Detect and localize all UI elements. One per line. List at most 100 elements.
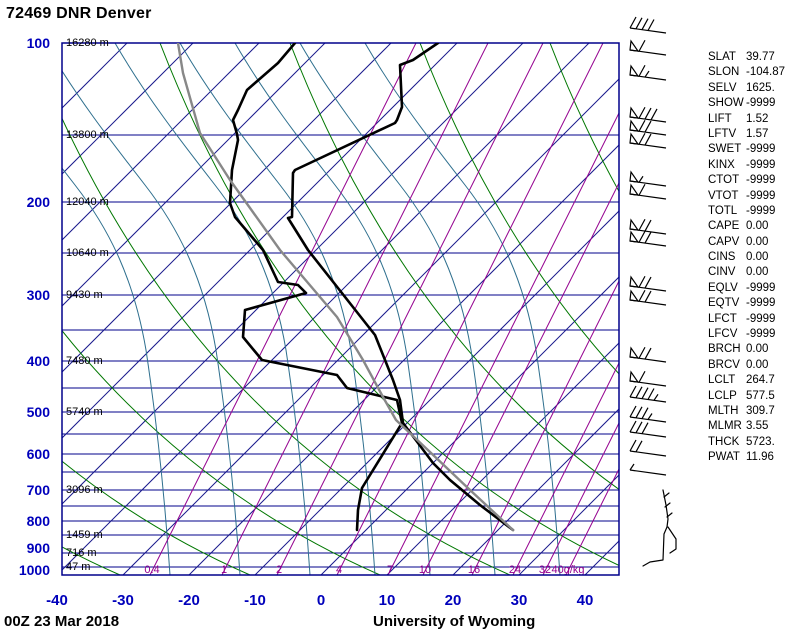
stats-value: 1.52	[746, 112, 769, 125]
stats-row: EQLV -9999	[708, 281, 800, 296]
svg-text:1: 1	[221, 564, 227, 576]
svg-text:47 m: 47 m	[66, 561, 90, 573]
stats-label: LFCT	[708, 312, 737, 325]
page-title: 72469 DNR Denver	[6, 5, 152, 22]
pressure-axis-labels: 100 200 300 400 500 600 700 800 900 1000	[19, 35, 50, 578]
stats-value: -9999	[746, 312, 776, 325]
org-label: University of Wyoming	[373, 613, 536, 630]
svg-text:600: 600	[27, 446, 51, 462]
mixing-ratio-labels: 0.4 1 2 4 7 10 16 24 32 40g/kg	[144, 564, 584, 576]
svg-text:300: 300	[27, 287, 51, 303]
stats-value: 577.5	[746, 389, 775, 402]
temperature-axis-labels: -40 -30 -20 -10 0 10 20 30 40	[46, 592, 593, 609]
parcel-trace	[176, 43, 515, 532]
svg-text:200: 200	[27, 194, 51, 210]
stats-value: -9999	[746, 174, 776, 187]
stats-label: SLON	[708, 66, 740, 79]
stats-row: CAPE 0.00	[708, 219, 800, 234]
stats-row: LFCV -9999	[708, 327, 800, 342]
svg-text:13800 m: 13800 m	[66, 129, 109, 141]
wind-barbs	[629, 16, 677, 567]
svg-text:30: 30	[511, 592, 528, 609]
stats-row: LCLT 264.7	[708, 373, 800, 388]
svg-text:-10: -10	[244, 592, 266, 609]
stats-label: PWAT	[708, 451, 740, 464]
stats-row: THCK 5723.	[708, 435, 800, 450]
stats-row: LFCT -9999	[708, 312, 800, 327]
stats-value: 0.00	[746, 343, 769, 356]
svg-text:16280 m: 16280 m	[66, 37, 109, 49]
stats-row: SELV 1625.	[708, 81, 800, 96]
stats-value: 1625.	[746, 81, 775, 94]
svg-text:40: 40	[577, 592, 594, 609]
height-labels: 16280 m 13800 m 12040 m 10640 m 9430 m 7480 m…	[66, 37, 109, 573]
stats-label: LCLP	[708, 389, 737, 402]
stats-value: -9999	[746, 281, 776, 294]
svg-text:9430 m: 9430 m	[66, 289, 103, 301]
svg-text:10640 m: 10640 m	[66, 247, 109, 259]
svg-text:10: 10	[419, 564, 431, 576]
stats-label: LFCV	[708, 328, 738, 341]
svg-text:-30: -30	[112, 592, 134, 609]
svg-text:10: 10	[379, 592, 396, 609]
stats-label: BRCV	[708, 358, 740, 371]
svg-text:7480 m: 7480 m	[66, 355, 103, 367]
stats-row: SLON -104.87	[708, 65, 800, 80]
svg-text:500: 500	[27, 404, 51, 420]
stats-label: BRCH	[708, 343, 741, 356]
svg-text:24: 24	[509, 564, 521, 576]
stats-row: CAPV 0.00	[708, 235, 800, 250]
svg-text:0.4: 0.4	[144, 564, 159, 576]
stats-value: -9999	[746, 158, 776, 171]
stats-value: 309.7	[746, 404, 775, 417]
stats-label: SLAT	[708, 51, 736, 63]
stats-label: SHOW	[708, 97, 744, 110]
svg-text:100: 100	[27, 35, 51, 51]
stats-value: 264.7	[746, 374, 775, 387]
stats-value: -9999	[746, 189, 776, 202]
stats-panel: SLAT 39.77 SLON -104.87 SELV 1625. SHOW -9999 LI…	[708, 50, 800, 466]
stats-label: KINX	[708, 158, 735, 171]
svg-text:5740 m: 5740 m	[66, 406, 103, 418]
stats-value: 1.57	[746, 127, 769, 140]
svg-text:20: 20	[445, 592, 462, 609]
svg-text:2: 2	[276, 564, 282, 576]
svg-text:800: 800	[27, 513, 51, 529]
stats-row: CINV 0.00	[708, 265, 800, 280]
temperature-trace	[286, 43, 515, 532]
stats-row: LFTV 1.57	[708, 127, 800, 142]
svg-text:-20: -20	[178, 592, 200, 609]
stats-label: CAPE	[708, 220, 740, 233]
svg-text:40g/kg: 40g/kg	[551, 564, 584, 576]
stats-value: -9999	[746, 297, 776, 310]
svg-text:716 m: 716 m	[66, 547, 97, 559]
stats-label: CAPV	[708, 235, 740, 248]
stats-value: -9999	[746, 97, 776, 110]
stats-row: EQTV -9999	[708, 296, 800, 311]
stats-row: MLMR 3.55	[708, 419, 800, 434]
stats-label: LIFT	[708, 112, 732, 125]
svg-text:32: 32	[539, 564, 551, 576]
stats-value: 0.00	[746, 266, 769, 279]
grid-lines	[62, 43, 619, 575]
svg-text:3096 m: 3096 m	[66, 484, 103, 496]
stats-label: TOTL	[708, 204, 738, 217]
stats-label: MLTH	[708, 404, 739, 417]
stats-value: 0.00	[746, 251, 769, 264]
stats-label: CTOT	[708, 174, 740, 187]
stats-row: CINS 0.00	[708, 250, 800, 265]
stats-value: 0.00	[746, 235, 769, 248]
stats-row: LCLP 577.5	[708, 389, 800, 404]
svg-text:7: 7	[387, 564, 393, 576]
stats-row: PWAT 11.96	[708, 450, 800, 465]
stats-row: SWET -9999	[708, 142, 800, 157]
svg-text:1459 m: 1459 m	[66, 529, 103, 541]
stats-row: BRCV 0.00	[708, 358, 800, 373]
stats-label: EQTV	[708, 297, 740, 310]
stats-row: LIFT 1.52	[708, 112, 800, 127]
stats-label: VTOT	[708, 189, 739, 202]
stats-value: -104.87	[746, 66, 786, 79]
svg-text:-40: -40	[46, 592, 68, 609]
stats-value: -9999	[746, 328, 776, 341]
stats-row: MLTH 309.7	[708, 404, 800, 419]
